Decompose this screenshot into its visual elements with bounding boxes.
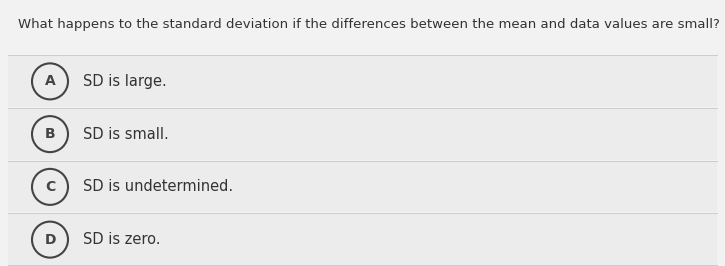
FancyBboxPatch shape: [8, 109, 717, 160]
Text: C: C: [45, 180, 55, 194]
Text: SD is zero.: SD is zero.: [83, 232, 160, 247]
FancyBboxPatch shape: [8, 161, 717, 213]
Text: SD is undetermined.: SD is undetermined.: [83, 179, 233, 194]
Text: SD is large.: SD is large.: [83, 74, 167, 89]
Text: SD is small.: SD is small.: [83, 127, 169, 142]
FancyBboxPatch shape: [8, 214, 717, 265]
FancyBboxPatch shape: [8, 56, 717, 107]
Text: A: A: [45, 74, 55, 88]
Text: D: D: [44, 233, 56, 247]
Text: What happens to the standard deviation if the differences between the mean and d: What happens to the standard deviation i…: [18, 18, 720, 31]
Text: B: B: [45, 127, 55, 141]
